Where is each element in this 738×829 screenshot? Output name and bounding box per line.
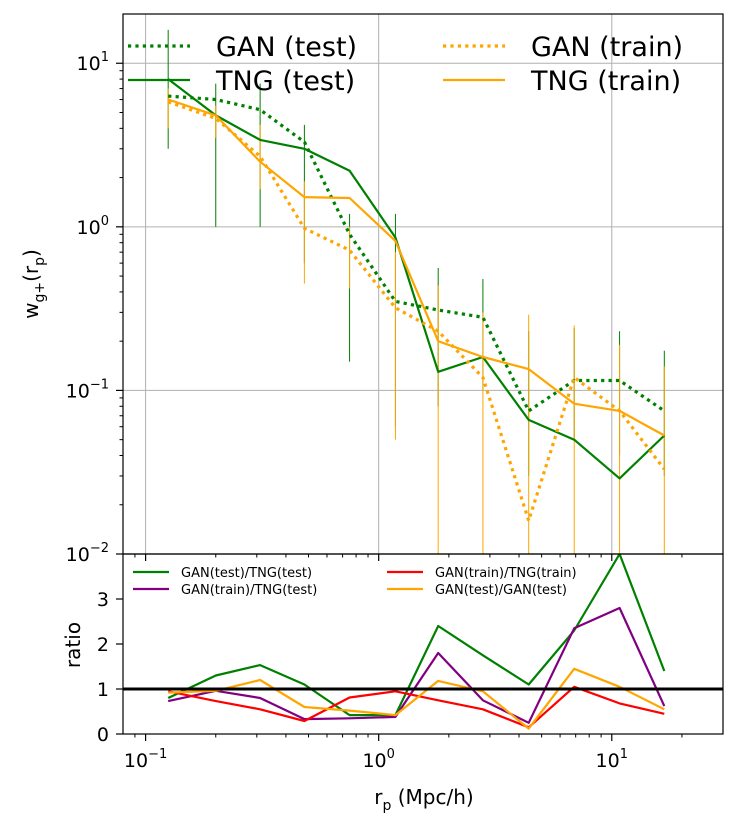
tick-exponent: 0 xyxy=(101,214,109,229)
ratio-line-gan-test-tng-test- xyxy=(167,554,666,717)
x-tick-label: 10−1 xyxy=(124,747,167,772)
legends: GAN (test)TNG (test) GAN (train)TNG (trai… xyxy=(128,32,683,598)
tick-exponent: 1 xyxy=(620,747,628,762)
main-y-tick-label: 10−2 xyxy=(66,541,109,566)
x-axis-label: rp (Mpc/h) xyxy=(374,785,473,814)
tick-exponent: 1 xyxy=(101,50,109,65)
ratio-legend-label: GAN(test)/TNG(test) xyxy=(181,566,312,581)
ratio-legend-label: GAN(test)/GAN(test) xyxy=(435,583,567,598)
axes-frames xyxy=(122,13,724,735)
series-line-gan-test- xyxy=(168,94,666,413)
x-tick-label: 101 xyxy=(596,747,628,772)
main-y-axis-label: wg+(rp) xyxy=(19,249,48,319)
x-tick-label: 100 xyxy=(362,747,394,772)
ylabel-close: ) xyxy=(19,249,43,257)
ratio-y-tick-label: 2 xyxy=(97,634,109,656)
main-legend-label: GAN (test) xyxy=(216,32,357,63)
series-line-gan-train- xyxy=(167,100,666,523)
main-error-bars xyxy=(167,29,665,554)
xlabel-p: p xyxy=(383,798,392,814)
ratio-series-lines xyxy=(123,554,723,730)
ratio-y-axis-label: ratio xyxy=(61,622,85,668)
ratio-legend-label: GAN(train)/TNG(test) xyxy=(181,583,317,598)
ratio-y-tick-label: 0 xyxy=(97,724,109,746)
ratio-line-gan-train-tng-test- xyxy=(167,606,666,724)
ratio-line-gan-train-tng-train- xyxy=(167,685,665,729)
tick-base: 10 xyxy=(66,544,90,566)
tick-exponent: −2 xyxy=(90,541,109,556)
main-y-tick-label: 100 xyxy=(77,214,109,239)
tick-base: 10 xyxy=(362,750,386,772)
ylabel-p: p xyxy=(32,257,48,266)
tick-exponent: −1 xyxy=(90,377,109,392)
tick-base: 10 xyxy=(596,750,620,772)
main-legend-label: TNG (train) xyxy=(530,66,681,97)
xlabel-rest: (Mpc/h) xyxy=(391,785,473,809)
ratio-legend-label: GAN(train)/TNG(train) xyxy=(435,566,577,581)
tick-base: 10 xyxy=(66,380,90,402)
tick-base: 10 xyxy=(77,217,101,239)
main-legend-label: GAN (train) xyxy=(531,32,683,63)
tick-base: 10 xyxy=(124,750,148,772)
ylabel-sub: g+ xyxy=(32,282,48,303)
tick-base: 10 xyxy=(77,53,101,75)
ratio-y-tick-label: 3 xyxy=(97,589,109,611)
main-y-tick-label: 10−1 xyxy=(66,377,109,402)
ylabel-w: w xyxy=(19,303,43,319)
main-legend-label: TNG (test) xyxy=(215,66,355,97)
main-series-lines xyxy=(167,78,666,523)
tick-exponent: 0 xyxy=(387,747,395,762)
main-y-tick-label: 101 xyxy=(77,50,109,75)
xlabel-r: r xyxy=(374,785,383,809)
ratio-line-gan-test-gan-test- xyxy=(168,667,665,730)
tick-exponent: −1 xyxy=(148,747,167,762)
series-line-tng-test- xyxy=(167,78,666,480)
series-line-tng-train- xyxy=(167,98,665,437)
ratio-y-tick-label: 1 xyxy=(97,679,109,701)
ylabel-paren: (r xyxy=(19,265,43,282)
